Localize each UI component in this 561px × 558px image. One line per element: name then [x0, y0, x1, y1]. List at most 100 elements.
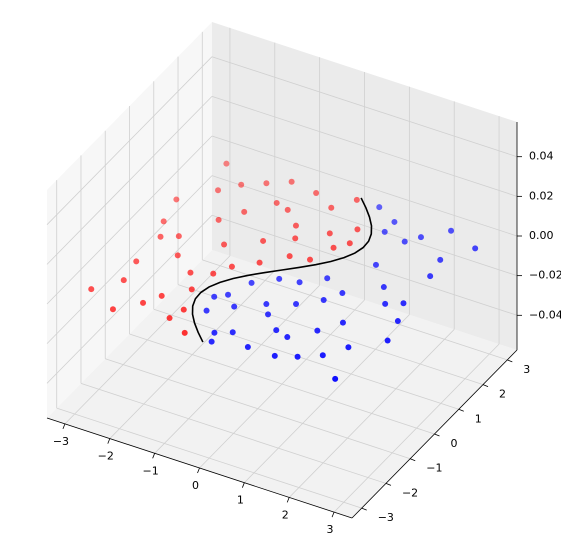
x-tick-label: 0 — [192, 479, 199, 492]
point — [263, 301, 270, 308]
z-tick-label: −0.02 — [529, 269, 561, 282]
point — [324, 275, 331, 282]
point — [319, 352, 326, 359]
point — [174, 252, 181, 259]
point — [288, 178, 295, 185]
point — [231, 303, 238, 310]
point — [215, 187, 222, 194]
tick-mark — [62, 423, 66, 430]
grid-line — [46, 56, 213, 225]
point — [109, 306, 116, 313]
x-tick-label: −1 — [143, 464, 159, 477]
point — [472, 245, 479, 252]
x-tick-label: 3 — [327, 523, 334, 536]
point — [188, 286, 195, 293]
grid-line — [153, 308, 459, 410]
point — [238, 181, 245, 188]
z-tick-label: 0.04 — [529, 150, 554, 163]
y-tick-label: −2 — [402, 486, 418, 499]
y-tick-label: −1 — [426, 462, 442, 475]
point — [241, 208, 248, 215]
point — [221, 241, 228, 248]
point — [401, 238, 408, 245]
point — [223, 160, 230, 167]
y-tick-label: 1 — [475, 412, 482, 425]
point — [284, 334, 291, 341]
point — [400, 300, 407, 307]
point — [332, 375, 339, 382]
point — [381, 228, 388, 235]
point — [263, 180, 270, 187]
point — [88, 286, 95, 293]
point — [391, 218, 398, 225]
point — [208, 338, 215, 345]
grid-line — [177, 284, 484, 385]
y-tick-label: 0 — [451, 437, 458, 450]
grid-line — [46, 135, 213, 305]
axis-line — [46, 417, 353, 519]
y-tick-label: 2 — [499, 388, 506, 401]
tick-mark — [385, 483, 392, 486]
grid-line — [211, 175, 518, 277]
point — [307, 256, 314, 263]
axis-line — [351, 349, 518, 519]
point — [203, 307, 210, 314]
point — [273, 199, 280, 206]
curve — [191, 197, 373, 343]
point — [157, 233, 164, 240]
tick-mark — [507, 359, 513, 363]
grid-line — [202, 259, 508, 361]
grid-line — [46, 175, 213, 344]
grid-line — [80, 383, 387, 484]
point — [120, 277, 127, 284]
tick-mark — [197, 467, 200, 474]
grid-line — [56, 407, 362, 509]
point — [294, 353, 301, 360]
point — [384, 337, 391, 344]
point — [256, 259, 263, 266]
point — [328, 204, 335, 211]
z-tick-label: −0.04 — [529, 308, 561, 321]
point — [296, 279, 303, 286]
y-tick-label: −3 — [378, 511, 394, 524]
point — [326, 230, 333, 237]
tick-mark — [107, 438, 111, 444]
point — [313, 190, 320, 196]
point — [140, 299, 147, 306]
grid-line — [211, 56, 518, 158]
point — [345, 344, 352, 351]
point — [166, 315, 173, 322]
z-tick-label: 0.00 — [529, 229, 554, 242]
grid-line — [211, 135, 518, 237]
point — [394, 318, 401, 325]
point — [292, 235, 299, 242]
tick-mark — [152, 453, 156, 459]
point — [427, 273, 434, 280]
point — [380, 284, 387, 291]
point — [293, 301, 300, 307]
point — [273, 327, 280, 334]
tick-mark — [458, 408, 464, 412]
point — [133, 258, 140, 265]
point — [276, 275, 283, 282]
point — [225, 291, 232, 298]
x-tick-label: 1 — [237, 494, 244, 507]
tick-mark — [241, 482, 245, 488]
point — [353, 196, 360, 203]
point — [376, 204, 383, 211]
point — [180, 306, 187, 313]
tick-mark — [331, 511, 335, 518]
x-tick-label: −3 — [53, 435, 69, 448]
grid-line — [105, 358, 411, 460]
point — [284, 206, 291, 213]
point — [248, 279, 255, 286]
point — [437, 256, 444, 263]
point — [173, 196, 180, 203]
grid-line — [129, 333, 435, 435]
point — [211, 329, 218, 336]
tick-mark — [410, 458, 416, 462]
grid-line — [46, 96, 213, 265]
x-tick-label: −2 — [98, 450, 114, 463]
point — [339, 290, 346, 297]
